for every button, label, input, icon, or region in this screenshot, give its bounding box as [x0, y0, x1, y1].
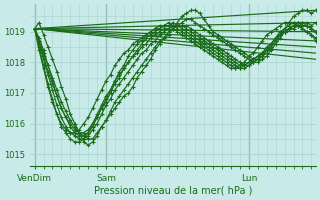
X-axis label: Pression niveau de la mer( hPa ): Pression niveau de la mer( hPa ) [94, 186, 252, 196]
